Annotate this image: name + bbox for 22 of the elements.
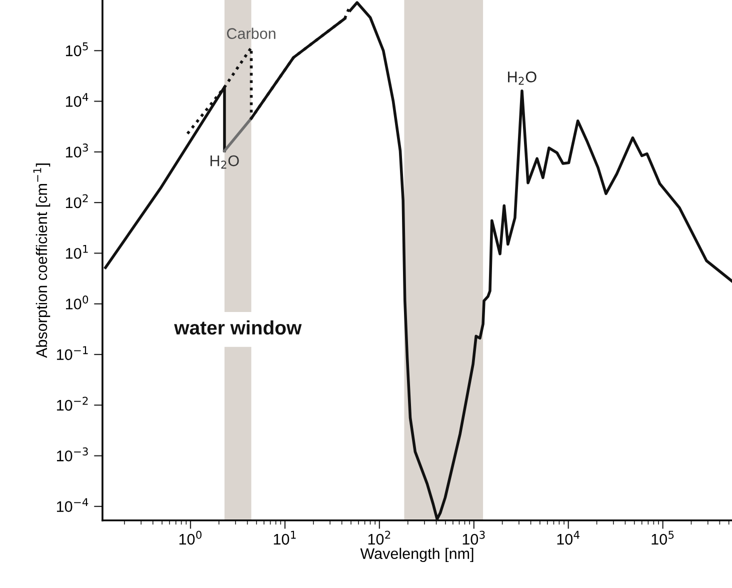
annotation: H$_{2}$O (210, 155, 239, 169)
y-tick-label: 10$^{5}$ (66, 42, 88, 56)
annotation: Carbon (227, 28, 276, 39)
y-tick-label: 10$^{−4}$ (56, 498, 88, 512)
y-axis-title: Absorption coefficient [cm$^{−1}$] (33, 164, 50, 358)
y-tick-label: 10$^{3}$ (66, 144, 88, 158)
x-tick-label: 10$^{5}$ (652, 530, 674, 545)
annotation: water window (174, 320, 302, 335)
y-tick-label: 10$^{−1}$ (56, 346, 88, 360)
x-tick-label: 10$^{2}$ (368, 530, 390, 545)
x-tick-label: 10$^{1}$ (274, 530, 296, 545)
x-tick-label: 10$^{4}$ (557, 530, 580, 545)
annotation: H$_{2}$O (508, 72, 536, 85)
x-tick-label: 10$^{0}$ (179, 530, 202, 545)
y-tick-label: 10$^{−3}$ (56, 447, 88, 462)
y-tick-label: 10$^{−2}$ (56, 396, 88, 411)
y-tick-label: 10$^{1}$ (66, 244, 88, 259)
x-tick-label: 10$^{3}$ (462, 530, 485, 545)
y-tick-label: 10$^{2}$ (66, 194, 88, 208)
y-tick-label: 10$^{4}$ (66, 93, 88, 107)
y-tick-label: 10$^{0}$ (66, 295, 88, 310)
x-axis-title: Wavelength [nm] (360, 548, 474, 562)
